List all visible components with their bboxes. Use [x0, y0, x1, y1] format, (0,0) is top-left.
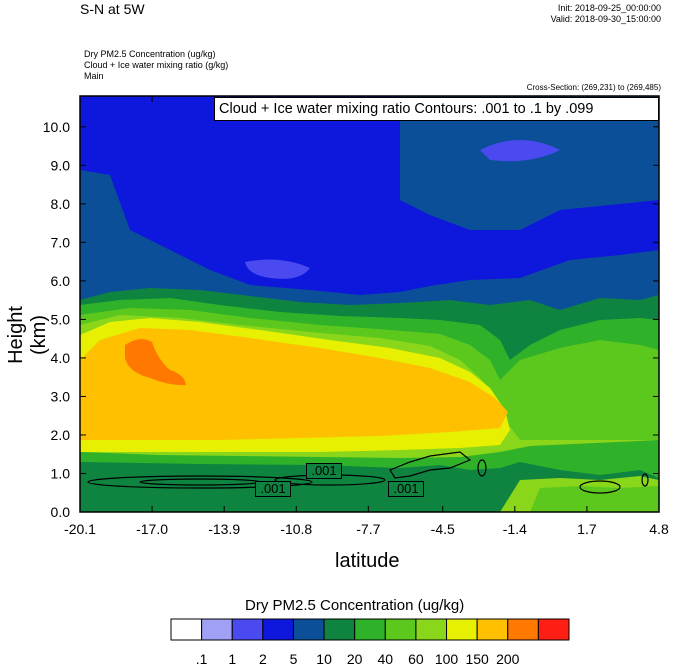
colorbar-label: 10	[316, 651, 332, 667]
y-tick-label: 6.0	[51, 273, 71, 289]
colorbar-swatch	[201, 618, 233, 641]
x-tick-label: -17.0	[136, 521, 168, 537]
colorbar-label: 40	[378, 651, 394, 667]
colorbar-swatch	[262, 618, 294, 641]
y-tick-label: 9.0	[51, 157, 71, 173]
cloud-contours	[87, 451, 649, 494]
colorbar-swatch	[323, 618, 356, 641]
boundary-layer-green-2	[530, 486, 659, 512]
valid-time: Valid: 2018-09-30_15:00:00	[550, 14, 661, 24]
x-tick-label: 4.8	[649, 521, 669, 537]
axis-ticks: -20.1 -17.0 -13.9 -10.8 -7.7 -4.5 -1.4 1.7 4.8 0.…	[43, 96, 669, 537]
contour-level-2-patch	[480, 140, 560, 162]
y-tick-label: 1.0	[51, 465, 71, 481]
y-tick-label: 2.0	[51, 427, 71, 443]
colorbar: .1 1 2 5 10 20 40 60 100 150 200	[170, 618, 570, 667]
contour-info-box: Cloud + Ice water mixing ratio Contours:…	[214, 97, 659, 121]
contour-label: .001	[255, 481, 291, 497]
y-tick-label: 3.0	[51, 388, 71, 404]
colorbar-label: 5	[290, 651, 298, 667]
y-tick-label: 4.0	[51, 350, 71, 366]
colorbar-swatch	[537, 618, 570, 641]
field-description-2: Cloud + Ice water mixing ratio (g/kg)	[84, 60, 229, 70]
field-description-3: Main	[84, 71, 104, 81]
y-tick-label: 0.0	[51, 504, 71, 520]
contour-level-max	[125, 339, 186, 386]
contour-label: .001	[388, 481, 424, 497]
colorbar-swatch	[415, 618, 448, 641]
y-axis-label: Height (km)	[5, 306, 50, 364]
y-tick-label: 5.0	[51, 311, 71, 327]
init-time: Init: 2018-09-25_00:00:00	[557, 3, 661, 13]
colorbar-swatch	[476, 618, 509, 641]
colorbar-label: .1	[196, 651, 208, 667]
field-description-1: Dry PM2.5 Concentration (ug/kg)	[84, 49, 216, 59]
x-axis-label: latitude	[335, 550, 400, 572]
contour-label: .001	[306, 463, 342, 479]
colorbar-title: Dry PM2.5 Concentration (ug/kg)	[245, 597, 465, 614]
colorbar-label: 200	[496, 651, 520, 667]
colorbar-label: 100	[435, 651, 459, 667]
colorbar-label: 150	[465, 651, 489, 667]
y-tick-label: 7.0	[51, 234, 71, 250]
colorbar-swatch	[170, 618, 203, 641]
plot-frame	[79, 95, 660, 513]
colorbar-label: 20	[347, 651, 363, 667]
x-tick-label: -20.1	[64, 521, 96, 537]
colorbar-swatch	[384, 618, 417, 641]
x-tick-label: -7.7	[356, 521, 380, 537]
colorbar-label: 2	[259, 651, 267, 667]
contour-level-200	[80, 328, 508, 440]
colorbar-swatch	[507, 618, 539, 641]
cross-section-label: Cross-Section: (269,231) to (269,485)	[526, 83, 661, 92]
contour-level-10-upper	[400, 96, 659, 230]
x-tick-label: -10.8	[280, 521, 312, 537]
y-tick-label: 8.0	[51, 196, 71, 212]
colorbar-label: 60	[408, 651, 424, 667]
colorbar-swatch	[231, 618, 264, 641]
y-tick-label: 10.0	[43, 119, 70, 135]
contour-level-2-patch-2	[245, 259, 310, 279]
colorbar-swatch	[446, 618, 478, 641]
x-tick-label: 1.7	[577, 521, 597, 537]
chart-title: S-N at 5W	[80, 1, 145, 17]
x-tick-label: -4.5	[431, 521, 455, 537]
colorbar-swatch	[292, 618, 325, 641]
colorbar-label: 1	[228, 651, 236, 667]
x-tick-label: -13.9	[208, 521, 240, 537]
x-tick-label: -1.4	[503, 521, 527, 537]
filled-contours	[80, 96, 659, 512]
colorbar-swatch	[354, 618, 386, 641]
